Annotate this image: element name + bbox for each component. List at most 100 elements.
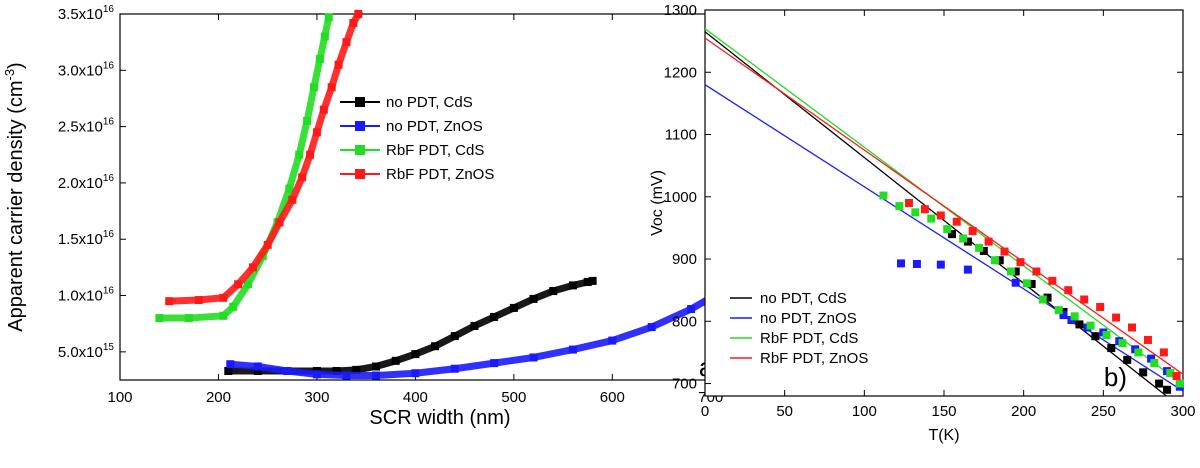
panel-b-data-point [896,259,905,268]
panel-a-data-point [332,366,341,375]
panel-a-data-point [372,362,380,371]
panel-b-x-tick-label: 150 [931,403,956,420]
panel-b-data-point [1043,293,1052,302]
panel-a-data-point [529,353,538,362]
panel-a-y-tick-label: 2.0x1016 [58,173,115,192]
panel-b-data-point [1080,295,1089,304]
panel-b-data-point [1006,267,1015,276]
panel-b-data-point [1159,348,1168,357]
panel-a-data-point [529,294,538,303]
panel-a-data-point [253,362,262,371]
panel-b-data-point [1175,379,1184,388]
panel-a-x-tick-label: 400 [403,389,428,406]
panel-a-data-point [568,345,577,354]
panel-a-data-point [687,305,696,314]
panel-b-data-point [895,202,904,211]
panel-a-data-point [352,365,361,374]
panel-a-data-point [349,19,358,28]
panel-b-fit-line [704,84,1184,392]
panel-b-data-point [879,191,888,200]
panel-a-data-point [342,371,351,380]
panel-a-data-point [490,312,499,321]
panel-b-data-point [963,237,972,246]
panel-b-y-tick-label: 1100 [665,127,697,144]
panel-b-data-point [1038,295,1047,304]
panel-b-y-tick-label: 800 [672,313,697,330]
panel-a-data-point [568,281,577,290]
panel-b-data-point [1166,368,1175,377]
panel-b-data-point [990,256,999,265]
panel-b-data-point [1054,306,1063,315]
panel-a-x-tick-label: 300 [304,389,329,406]
panel-a-data-point [234,280,243,289]
panel-b-data-point [1143,335,1152,344]
panel-a-data-point [588,276,597,285]
panel-a-x-tick-label: 500 [501,389,526,406]
panel-a-data-point [263,240,272,249]
panel-b-data-point [1091,332,1100,341]
panel-b-data-point [979,246,988,255]
panel-a-data-point [431,342,440,351]
panel-b-data-point [959,234,968,243]
panel-a-data-point [306,150,315,159]
panel-a-legend-label: no PDT, CdS [386,94,473,111]
panel-a-data-point [450,364,459,373]
panel-a-data-point [319,105,328,114]
panel-a-legend-marker [355,97,365,107]
panel-b-y-tick-label: 1300 [664,2,697,19]
panel-a-data-point [219,311,228,320]
panel-b-data-point [1128,323,1137,332]
panel-a-data-point [411,350,420,359]
panel-b-x-tick-label: 100 [852,403,877,420]
panel-b-x-axis-title: T(K) [928,427,959,444]
panel-a-data-point [509,303,518,312]
panel-a-data-point [583,278,592,287]
panel-b-fit-line [704,37,1184,375]
panel-b-x-tick-label: 0 [701,403,709,420]
panel-b-data-point [1112,313,1121,322]
panel-a-y-tick-label: 1.5x1016 [58,229,115,248]
panel-a-data-point [312,370,321,379]
panel-a-data-point [549,287,558,296]
panel-a-data-point [327,83,336,92]
panel-b-data-point [952,217,961,226]
panel-b-data-point [1011,267,1020,276]
panel-a-data-point [354,10,363,18]
panel-b-x-tick-label: 300 [1170,403,1195,420]
panel-a-data-point [391,356,400,365]
panel-a-data-point [288,195,297,204]
panel-a-legend-marker [355,121,365,131]
panel-b-data-point [904,199,913,207]
panel-b-data-point [968,227,977,236]
panel-a-data-point [224,366,233,375]
panel-a-data-point [490,359,499,368]
panel-a-data-point [226,360,235,369]
panel-a-legend-label: RbF PDT, CdS [386,142,484,159]
panel-b-data-point [947,230,956,239]
panel-b-legend-label: no PDT, CdS [760,290,847,307]
panel-b-data-point [1107,344,1116,353]
panel-b-data-point [927,214,936,223]
panel-a-data-point [244,280,252,289]
panel-b-data-point [1059,311,1068,320]
panel-b-data-point [1139,368,1148,377]
panel-a-data-point [283,366,292,375]
panel-b-legend-label: RbF PDT, ZnOS [760,350,868,367]
panel-b-legend-label: no PDT, ZnOS [760,310,857,327]
panel-a-y-tick-label: 2.5x1016 [58,117,115,136]
panel-a-data-point [334,60,343,69]
panel-b-data-point [1048,276,1057,285]
panel-b-data-point [912,260,921,269]
panel-b-label: b) [1104,362,1127,392]
panel-a-data-point [324,13,333,22]
panel-b-data-point [1118,339,1127,348]
panel-a-data-point [309,83,318,92]
panel-a-y-tick-label: 3.5x1016 [58,4,115,23]
panel-b-data-point [1134,348,1143,357]
panel-a-data-point [608,336,617,345]
panel-b-y-tick-label: 700 [672,376,697,393]
panel-b-data-point [995,256,1004,265]
panel-a-x-axis-title: SCR width (nm) [369,407,510,429]
panel-a-data-point [285,184,294,193]
